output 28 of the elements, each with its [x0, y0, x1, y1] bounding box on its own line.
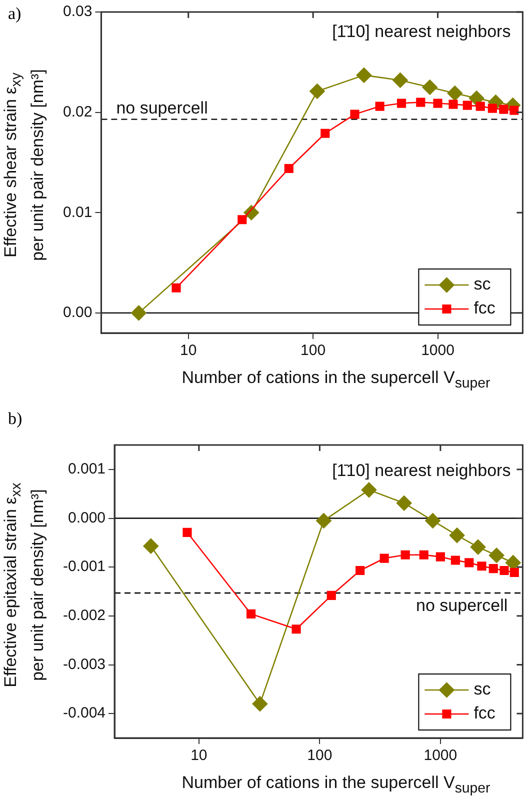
y-tick-label: -0.004 — [62, 704, 106, 722]
y-tick-label: 0.01 — [62, 204, 92, 221]
x-tick-label: 100 — [300, 342, 326, 360]
y-tick-label: 0.02 — [62, 103, 92, 120]
text: b) — [8, 409, 22, 429]
y-tick-label: -0.002 — [62, 607, 106, 624]
legend-label: fcc — [474, 298, 496, 318]
y-tick-label: -0.003 — [62, 656, 106, 673]
x-axis-title: Number of cations in the supercell V$_{super}$ — [180, 368, 492, 392]
x-tick-label: 10 — [180, 342, 197, 360]
annotation: [1̄10] nearest neighbors — [332, 461, 511, 480]
x-tick-label: 1000 — [424, 747, 458, 764]
text: a) — [8, 4, 22, 24]
annotation: [1̄10] nearest neighbors — [332, 22, 511, 42]
y-tick-label: 0.001 — [68, 460, 106, 478]
x-axis-title: Number of cations in the supercell V$_{super}$ — [180, 773, 492, 796]
ref-line-label: no supercell — [116, 98, 208, 118]
legend-label: fcc — [474, 704, 496, 723]
y-tick-label: 0.000 — [68, 509, 106, 526]
legend-label: sc — [474, 680, 492, 699]
y-tick-label: 0.00 — [62, 304, 92, 322]
legend-label: sc — [474, 274, 492, 294]
y-tick-label: -0.001 — [62, 558, 106, 576]
y-tick-label: 0.03 — [62, 3, 92, 20]
ref-line-label: no supercell — [416, 596, 508, 616]
x-tick-label: 1000 — [421, 342, 454, 360]
x-tick-label: 10 — [190, 747, 208, 764]
x-tick-label: 100 — [307, 747, 332, 764]
